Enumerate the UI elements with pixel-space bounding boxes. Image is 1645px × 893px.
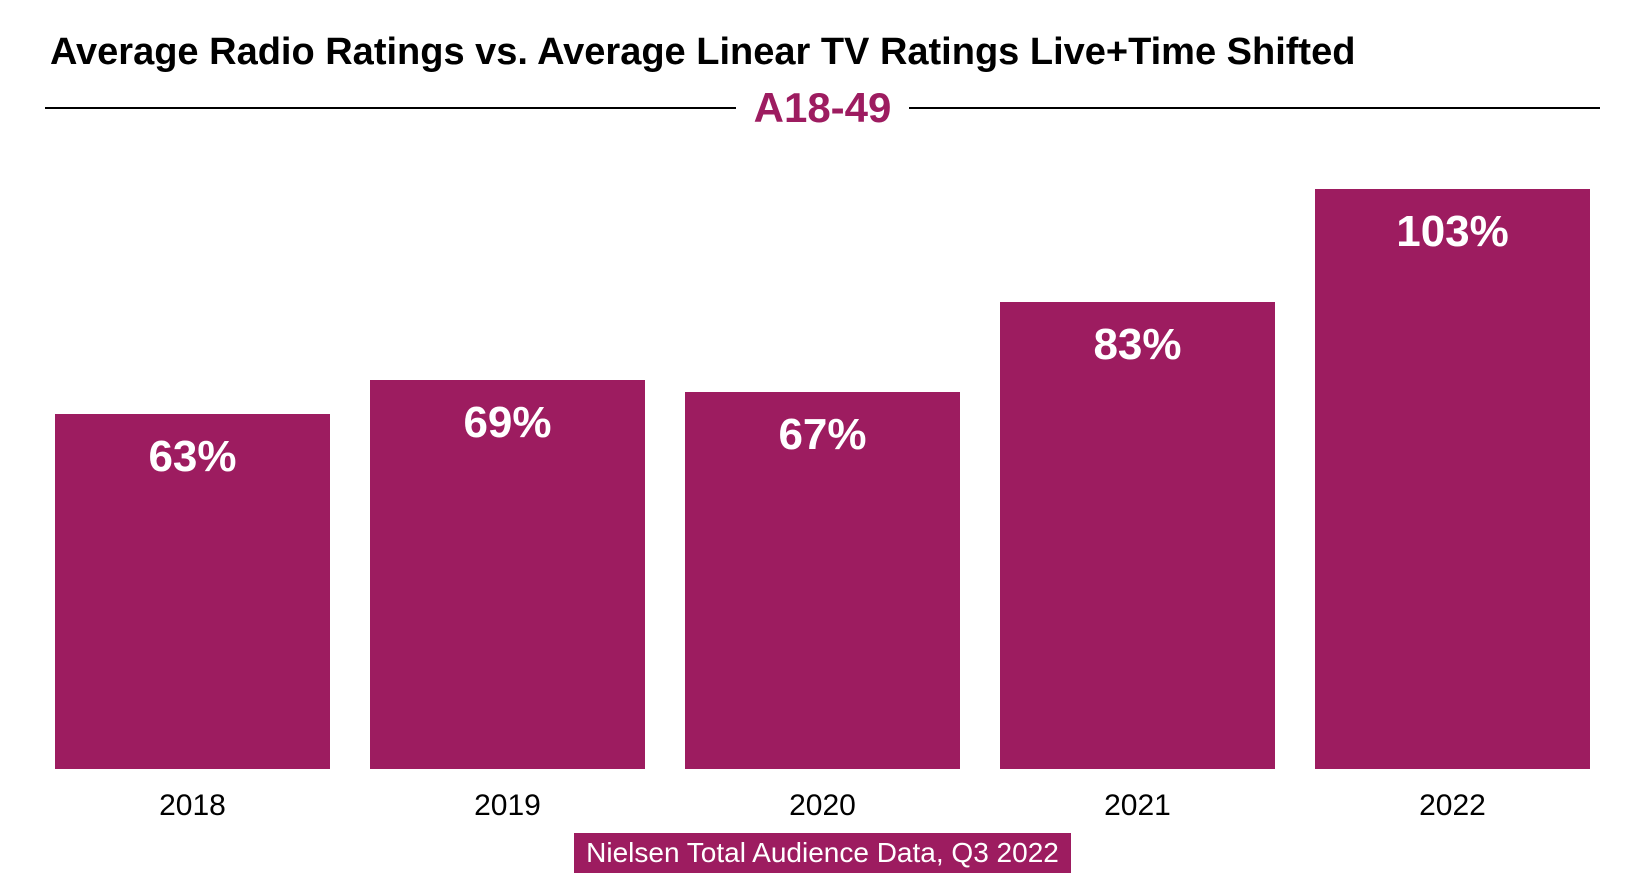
- chart-title: Average Radio Ratings vs. Average Linear…: [45, 30, 1600, 76]
- chart-container: Average Radio Ratings vs. Average Linear…: [0, 0, 1645, 893]
- footer-badge: Nielsen Total Audience Data, Q3 2022: [574, 833, 1071, 873]
- bar-0: 63%: [55, 414, 330, 769]
- x-label-2: 2020: [789, 789, 856, 823]
- bar-wrapper-4: 103% 2022: [1315, 167, 1590, 823]
- bar-wrapper-0: 63% 2018: [55, 167, 330, 823]
- bar-4: 103%: [1315, 189, 1590, 769]
- bar-label-3: 83%: [1093, 320, 1181, 370]
- bar-wrapper-3: 83% 2021: [1000, 167, 1275, 823]
- bar-label-4: 103%: [1396, 207, 1509, 257]
- x-label-3: 2021: [1104, 789, 1171, 823]
- bar-label-0: 63%: [148, 432, 236, 482]
- subtitle-row: A18-49: [45, 84, 1600, 132]
- divider-left: [45, 107, 736, 109]
- x-label-4: 2022: [1419, 789, 1486, 823]
- x-label-0: 2018: [159, 789, 226, 823]
- chart-subtitle: A18-49: [736, 84, 910, 132]
- bar-label-2: 67%: [778, 410, 866, 460]
- x-label-1: 2019: [474, 789, 541, 823]
- divider-right: [909, 107, 1600, 109]
- chart-footer: Nielsen Total Audience Data, Q3 2022: [45, 833, 1600, 873]
- bar-wrapper-2: 67% 2020: [685, 167, 960, 823]
- chart-area: 63% 2018 69% 2019 67% 2020 83% 2021 103%: [45, 137, 1600, 823]
- bar-3: 83%: [1000, 302, 1275, 769]
- bar-2: 67%: [685, 392, 960, 769]
- bar-label-1: 69%: [463, 398, 551, 448]
- bar-1: 69%: [370, 380, 645, 769]
- bar-wrapper-1: 69% 2019: [370, 167, 645, 823]
